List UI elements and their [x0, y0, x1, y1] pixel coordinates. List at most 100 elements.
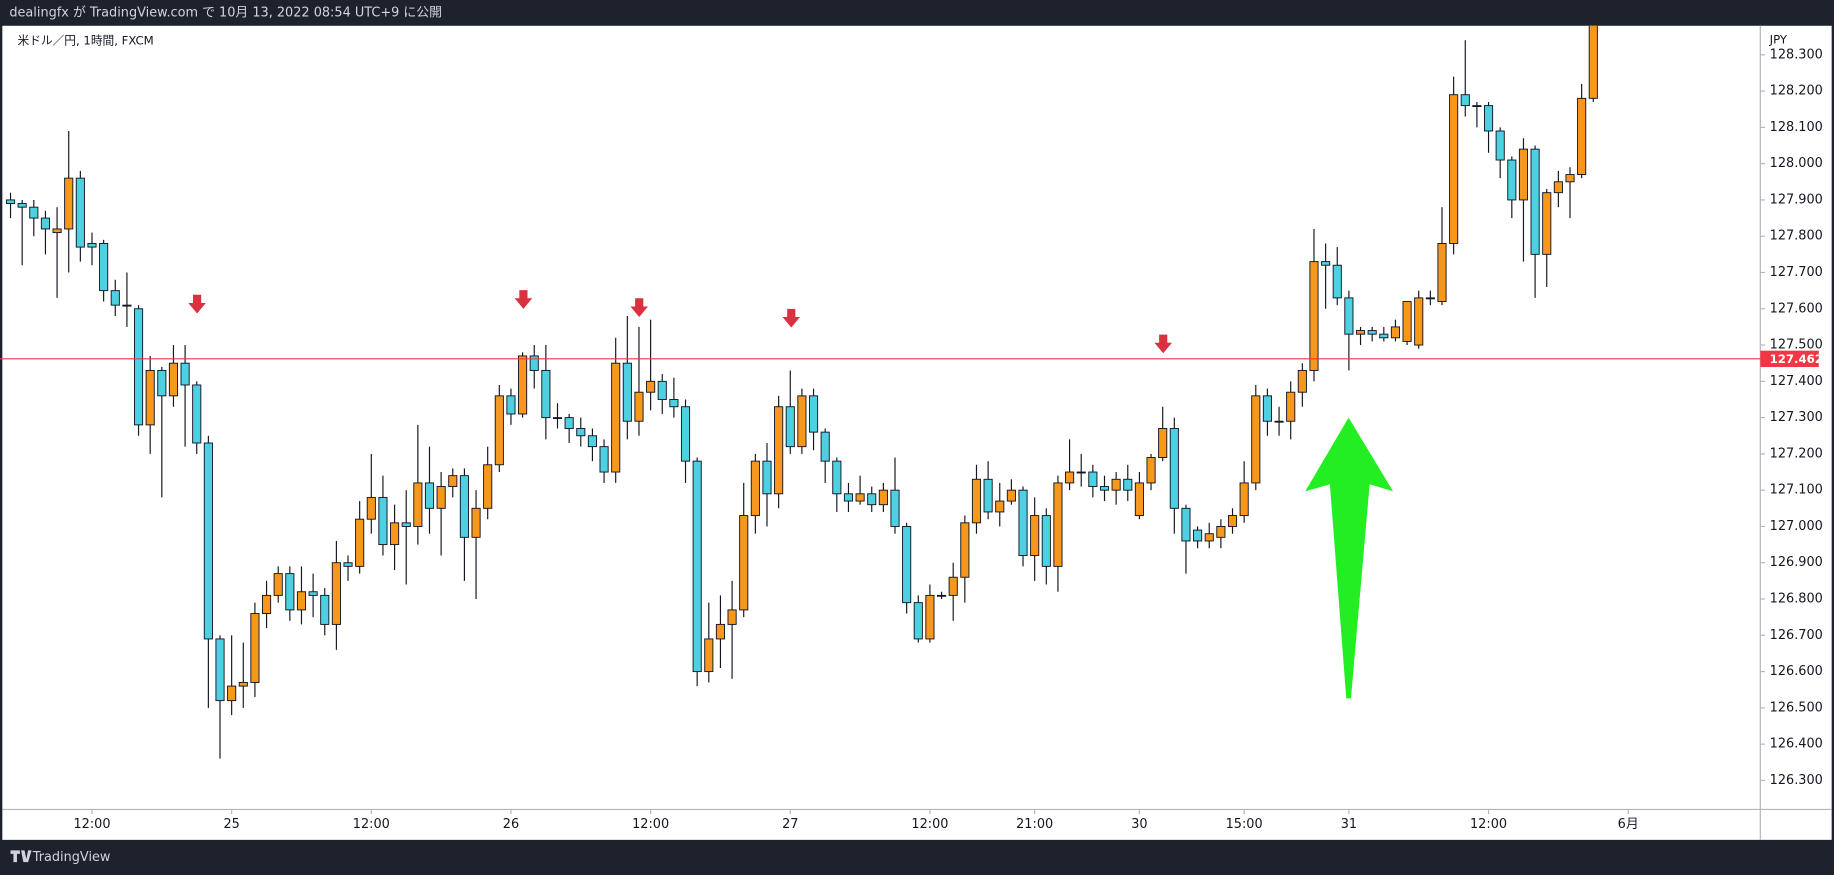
candle-body: [238, 681, 248, 687]
candle-body: [87, 243, 97, 248]
x-tick-label: 12:00: [632, 817, 669, 832]
candle-body: [1367, 330, 1377, 335]
candle-body: [867, 493, 877, 506]
y-tick-label: 126.900: [1770, 555, 1823, 570]
candle-body: [797, 395, 807, 448]
candle-body: [1193, 529, 1203, 542]
candle-body: [424, 482, 435, 509]
symbol-title: 米ドル／円, 1時間, FXCM: [18, 33, 154, 47]
y-tick-label: 127.600: [1770, 301, 1823, 316]
candle-body: [1088, 471, 1098, 488]
x-tick-label: 30: [1131, 817, 1147, 832]
x-tick-label: 12:00: [73, 817, 110, 832]
candle-body: [971, 478, 982, 524]
candle-body: [471, 507, 481, 538]
candle-body: [1204, 533, 1214, 542]
candle-body: [133, 308, 144, 426]
candle-body: [413, 482, 423, 527]
y-tick-label: 126.400: [1770, 737, 1823, 752]
candle-body: [646, 380, 656, 393]
price-label-box: [1760, 350, 1819, 368]
candle-body: [1379, 333, 1389, 339]
candle-body: [1518, 148, 1529, 201]
candle-body: [1006, 489, 1016, 502]
candle-body: [5, 199, 16, 205]
candle-body: [273, 573, 283, 596]
candle-body: [518, 355, 528, 415]
candle-body: [599, 446, 609, 473]
candle-body: [680, 406, 691, 462]
candle-body: [1286, 391, 1296, 422]
candle-body: [343, 562, 353, 567]
candle-body: [808, 395, 819, 433]
candle-body: [1076, 471, 1086, 474]
candle-body: [1321, 261, 1331, 266]
candle-body: [1262, 395, 1272, 422]
candle-body: [948, 576, 958, 596]
candle-body: [145, 369, 155, 426]
candle-body: [459, 475, 469, 538]
candle-body: [1041, 515, 1051, 567]
resistance-arrows: [188, 290, 1172, 354]
candle-body: [1565, 174, 1575, 183]
candle-body: [227, 685, 237, 702]
y-tick-label: 127.300: [1770, 410, 1823, 425]
candle-body: [564, 417, 574, 429]
candle-body: [1530, 148, 1540, 255]
candle-body: [1065, 471, 1075, 484]
candle-body: [622, 362, 632, 422]
candle-body: [529, 355, 539, 371]
candle-body: [750, 460, 760, 517]
candle-body: [64, 177, 74, 230]
chart-background: [2, 25, 1832, 840]
candle-body: [1297, 369, 1307, 393]
candle-body: [401, 522, 411, 527]
candle-body: [168, 362, 179, 397]
x-tick-label: 27: [782, 817, 798, 832]
candle-body: [785, 406, 795, 448]
candle-body: [506, 395, 516, 415]
x-tick-label: 21:00: [1016, 817, 1053, 832]
candle-body: [995, 500, 1005, 513]
candle-body: [1018, 489, 1028, 556]
candle-body: [1588, 25, 1598, 99]
candle-body: [1274, 420, 1284, 423]
candle-body: [1344, 297, 1354, 335]
candle-body: [99, 243, 109, 292]
candle-body: [1053, 482, 1063, 567]
price-label: 127.462: [1770, 352, 1823, 366]
y-tick-label: 127.200: [1770, 446, 1823, 461]
candle-body: [1414, 297, 1424, 346]
candle-body: [1577, 97, 1587, 176]
candle-body: [925, 594, 935, 640]
candle-body: [762, 460, 772, 495]
tv-logo: [10, 850, 32, 863]
candle-body: [1099, 486, 1110, 491]
candle-body: [203, 442, 213, 640]
candle-body: [1111, 478, 1121, 491]
candle-body: [960, 522, 970, 578]
candle-body: [308, 591, 318, 596]
y-tick-label: 128.100: [1770, 120, 1823, 135]
candle-body: [1437, 243, 1447, 302]
y-tick-label: 128.200: [1770, 84, 1823, 99]
candle-body: [878, 489, 888, 506]
candle-body: [704, 638, 714, 673]
candle-body: [75, 177, 85, 248]
candle-body: [1425, 297, 1435, 300]
candle-body: [17, 203, 27, 208]
candle-body: [355, 518, 365, 567]
y-tick-label: 127.500: [1770, 338, 1823, 353]
candle-body: [1472, 105, 1482, 108]
y-tick-label: 126.300: [1770, 773, 1823, 788]
y-tick-label: 127.100: [1770, 483, 1823, 498]
x-tick-label: 12:00: [911, 817, 948, 832]
candle-body: [285, 573, 295, 611]
candle-body: [1158, 428, 1168, 458]
y-tick-label: 127.800: [1770, 229, 1823, 244]
candle-body: [634, 391, 644, 422]
y-tick-label: 126.600: [1770, 664, 1823, 679]
candle-body: [1553, 181, 1563, 194]
candle-body: [541, 369, 551, 419]
